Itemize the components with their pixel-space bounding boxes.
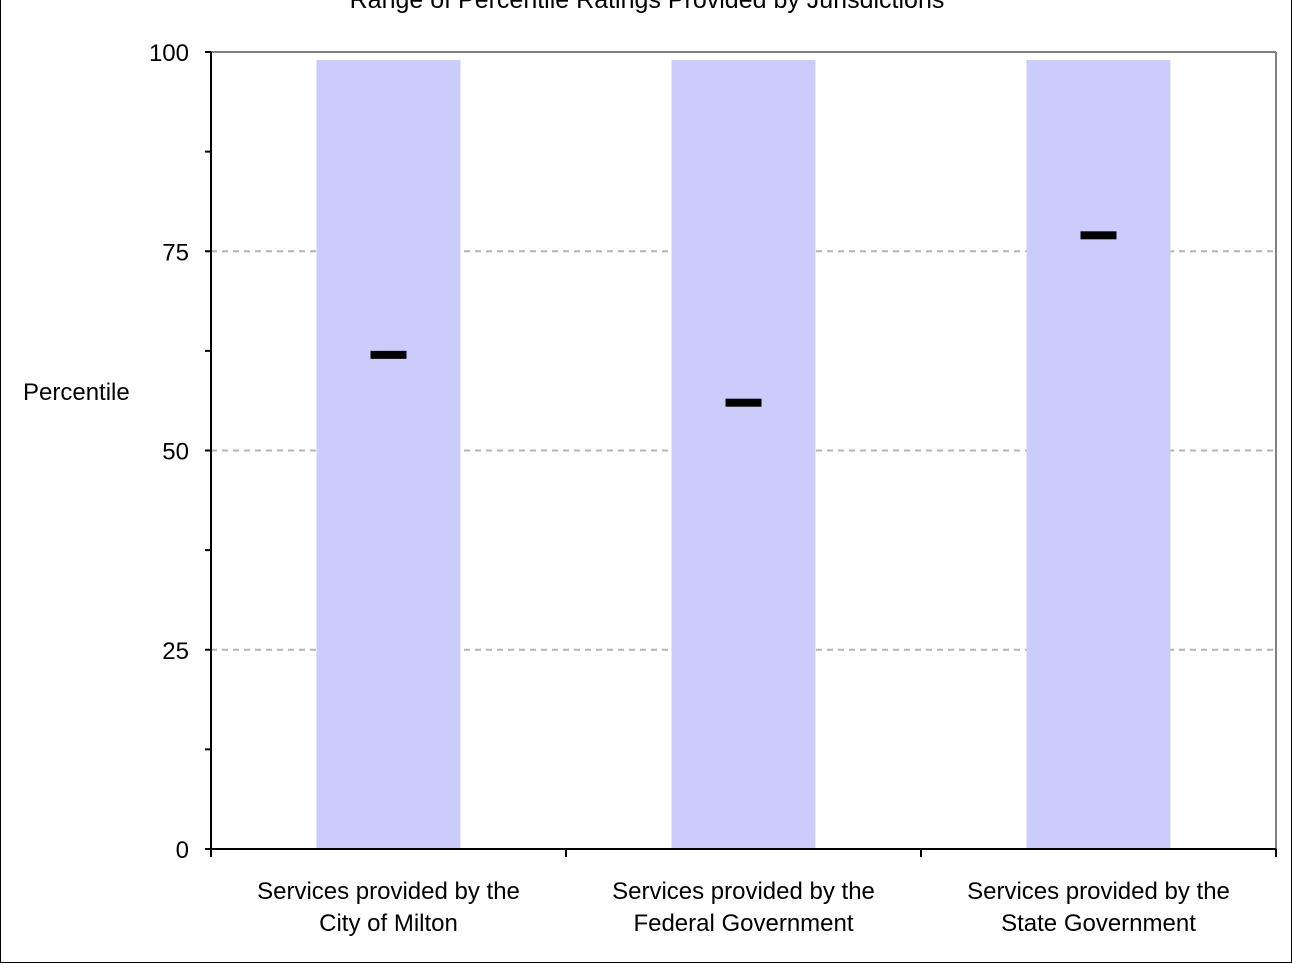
x-tick-label: City of Milton — [319, 910, 458, 937]
range-bar — [1026, 59, 1171, 850]
x-tick-label: Services provided by the — [612, 878, 875, 905]
chart-title: Range of Percentile Ratings Provided by … — [349, 0, 945, 14]
y-tick-label: 100 — [149, 40, 189, 67]
y-axis-label: Percentile — [23, 379, 130, 406]
x-tick-label: Services provided by the — [257, 878, 520, 905]
value-marker — [370, 350, 407, 359]
x-tick-label: Services provided by the — [967, 878, 1230, 905]
y-tick-label: 0 — [176, 837, 189, 864]
range-bar — [671, 59, 816, 850]
y-tick-label: 25 — [162, 638, 189, 665]
y-tick-label: 75 — [162, 239, 189, 266]
range-bar — [316, 59, 461, 850]
x-tick-label: State Government — [1001, 910, 1196, 937]
value-marker — [1080, 231, 1117, 240]
x-tick-label: Federal Government — [633, 910, 853, 937]
y-tick-label: 50 — [162, 439, 189, 466]
value-marker — [725, 398, 762, 407]
